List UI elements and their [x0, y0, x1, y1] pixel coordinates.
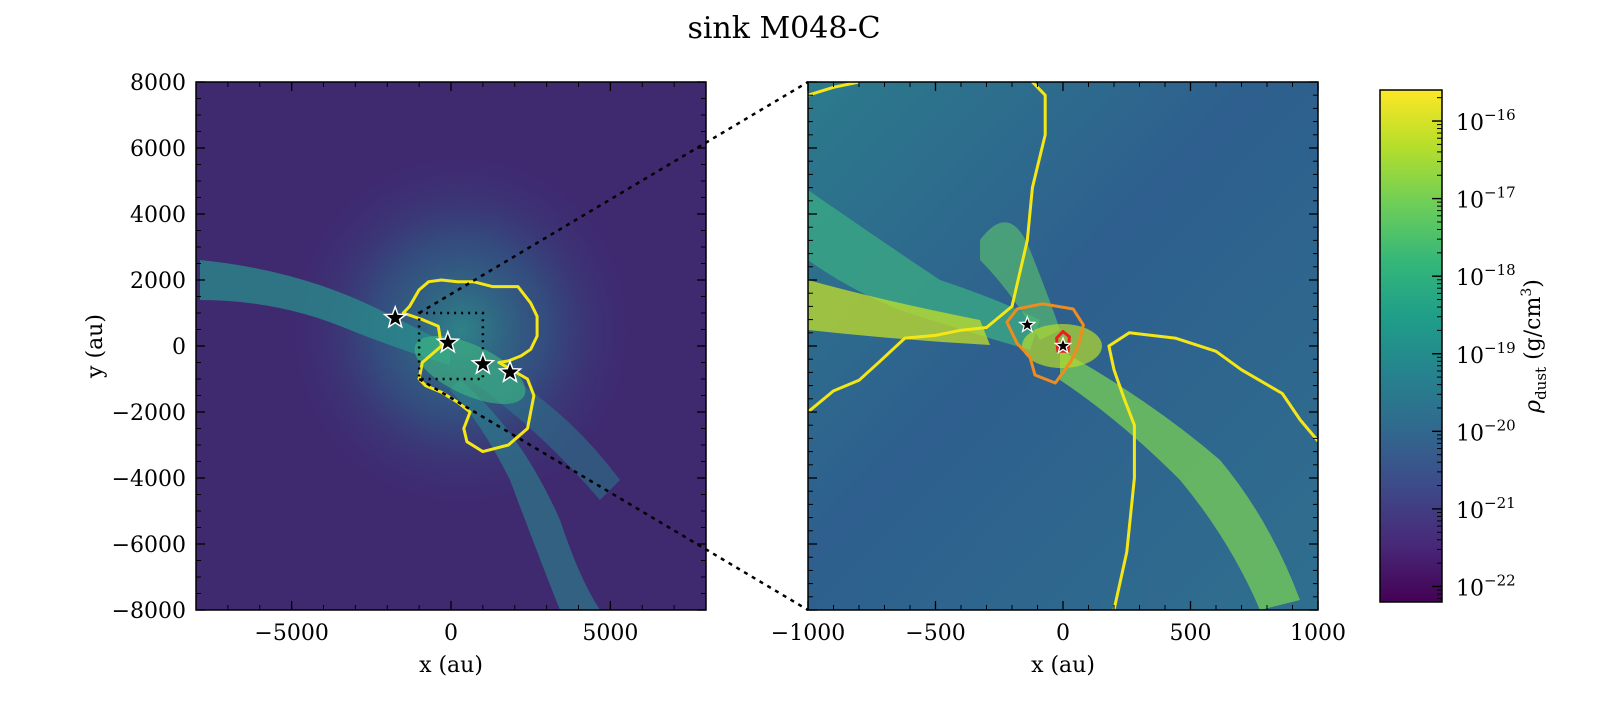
left-y-ticks: −8000 −6000 −4000 −2000 0 2000 4000 6000 8000 [112, 71, 706, 624]
right-sink-markers [1017, 315, 1073, 354]
figure-title: sink M048-C [687, 11, 880, 46]
left-xtick-label-0: −5000 [254, 621, 328, 646]
left-filament-west [200, 260, 450, 365]
right-filament-northwest [808, 190, 1040, 350]
right-contour-1 [808, 82, 860, 97]
right-density-contours [808, 82, 1318, 610]
left-sink-star-3 [497, 359, 523, 384]
colorbar-label-unit-sup: 3 [1519, 288, 1535, 297]
right-xtick-label-2: 0 [1056, 621, 1070, 646]
colorbar-tick-label-3: 10−19 [1456, 339, 1516, 369]
right-sink-star-0 [1017, 315, 1037, 333]
right-y-ticks [808, 81, 1318, 611]
left-sink-markers [382, 304, 523, 384]
right-xtick-label-4: 1000 [1290, 621, 1346, 646]
left-y-axis-label: y (au) [83, 314, 108, 379]
right-contour-2 [1107, 331, 1318, 610]
colorbar: 10−16 10−17 10−18 10−19 10−20 10−21 10−22 ρdus… [1379, 89, 1550, 603]
left-ytick-label-0: −8000 [112, 599, 186, 624]
left-filament-south [450, 380, 600, 610]
left-x-ticks: −5000 0 5000 [195, 82, 707, 646]
right-sink-star-1 [1053, 336, 1073, 354]
right-density-map [808, 82, 1318, 610]
right-x-ticks: −1000 −500 0 500 1000 [771, 82, 1346, 646]
left-xtick-label-1: 0 [444, 621, 458, 646]
left-density-map [196, 82, 706, 610]
left-ytick-label-7: 6000 [130, 137, 186, 162]
zoom-connector-top [418, 80, 809, 315]
left-sink-star-0 [382, 304, 408, 329]
colorbar-tick-label-4: 10−20 [1456, 416, 1516, 446]
left-x-axis-label: x (au) [419, 653, 483, 678]
colorbar-tick-label-6: 10−22 [1456, 571, 1516, 601]
colorbar-label-symbol: ρ [1521, 400, 1546, 414]
colorbar-tick-label-2: 10−18 [1456, 261, 1516, 291]
colorbar-label: ρdust (g/cm3) [1519, 279, 1550, 414]
right-contour-0 [808, 82, 1047, 414]
right-filament-west [808, 280, 990, 345]
colorbar-tick-label-1: 10−17 [1456, 184, 1516, 214]
left-ytick-label-8: 8000 [130, 71, 186, 96]
left-ytick-label-1: −6000 [112, 533, 186, 558]
right-contour-3 [1005, 302, 1085, 385]
colorbar-tick-label-0: 10−16 [1456, 106, 1516, 136]
right-filament-southeast [1060, 350, 1300, 610]
left-sink-star-1 [435, 329, 461, 354]
colorbar-label-unit: (g/cm [1521, 297, 1546, 360]
right-xtick-label-3: 500 [1170, 621, 1212, 646]
left-panel: −5000 0 5000 −8000 −6000 −4000 −2000 0 2000 4000… [83, 71, 707, 678]
colorbar-ticks: 10−16 10−17 10−18 10−19 10−20 10−21 10−22 [1432, 97, 1516, 601]
right-x-axis-label: x (au) [1031, 653, 1095, 678]
right-panel: −1000 −500 0 500 1000 x (au) [771, 81, 1346, 678]
left-ytick-label-2: −4000 [112, 467, 186, 492]
colorbar-tick-label-5: 10−21 [1456, 494, 1516, 524]
colorbar-gradient [1379, 89, 1443, 603]
zoom-connector-bottom [418, 377, 809, 612]
zoom-region-box [417, 311, 485, 381]
colorbar-label-subscript: dust [1532, 367, 1550, 400]
left-ytick-label-5: 2000 [130, 269, 186, 294]
left-ytick-label-6: 4000 [130, 203, 186, 228]
right-xtick-label-1: −500 [905, 621, 965, 646]
left-sink-star-2 [470, 350, 496, 375]
right-filament-north [980, 222, 1060, 340]
colorbar-label-unit-end: ) [1521, 279, 1546, 288]
left-ytick-label-3: −2000 [112, 401, 186, 426]
right-xtick-label-0: −1000 [771, 621, 845, 646]
left-core-bright [414, 335, 526, 405]
left-xtick-label-2: 5000 [582, 621, 638, 646]
left-ytick-label-4: 0 [172, 335, 186, 360]
